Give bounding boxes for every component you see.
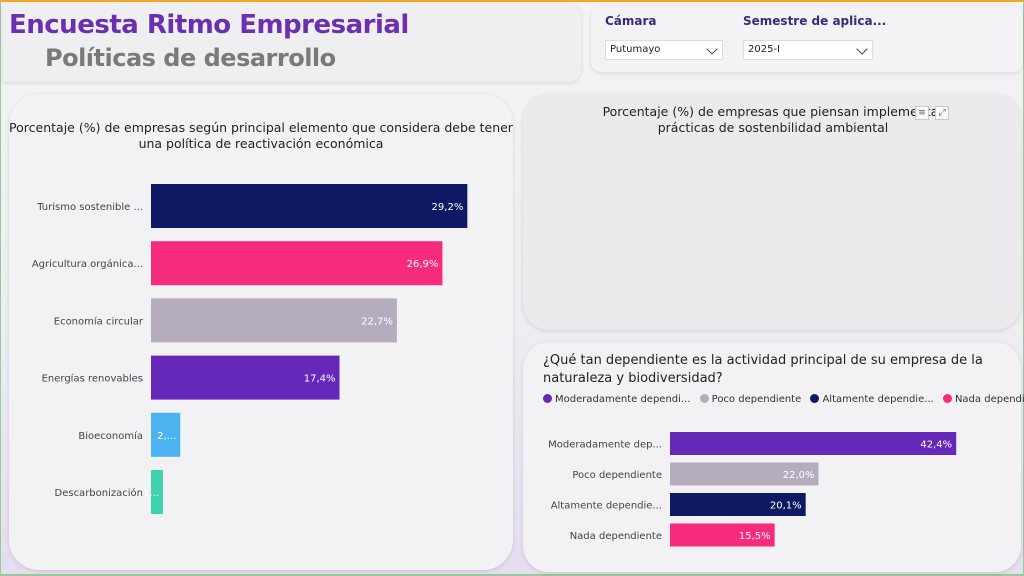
dependency-bar-chart: Moderadamente dep... 42,4% Poco dependient… — [548, 432, 957, 547]
filter-camara-value: Putumayo — [610, 44, 661, 55]
category-label: Moderadamente dep... — [548, 440, 662, 451]
category-label: Poco dependiente — [572, 470, 662, 481]
reactivation-chart-panel: Porcentaje (%) de empresas según princip… — [9, 94, 513, 570]
legend-item[interactable]: Moderadamente dependi... — [543, 394, 690, 405]
category-label: Bioeconomía — [78, 430, 143, 442]
page-subtitle: Políticas de desarrollo — [45, 44, 336, 72]
filter-icon[interactable]: ≡ — [915, 106, 929, 120]
legend-dot — [543, 394, 552, 403]
focus-mode-icon[interactable]: ⤢ — [935, 106, 949, 120]
bar[interactable] — [151, 184, 468, 228]
bar[interactable] — [151, 412, 181, 457]
category-label: Economía circular — [54, 315, 144, 327]
filter-camara-label: Cámara — [605, 14, 657, 28]
page-title: Encuesta Ritmo Empresarial — [9, 10, 409, 40]
bar[interactable] — [151, 470, 163, 514]
data-label: 15,5% — [739, 531, 771, 542]
dependency-legend: Moderadamente dependi... Poco dependient… — [543, 394, 1024, 405]
category-label: Descarbonización — [55, 487, 144, 499]
bar[interactable] — [670, 432, 957, 455]
bar[interactable] — [670, 462, 819, 486]
legend-item[interactable]: Altamente dependie... — [810, 394, 934, 405]
legend-item[interactable]: Poco dependiente — [699, 394, 802, 405]
data-label: 20,1% — [770, 501, 802, 512]
legend-dot — [942, 394, 952, 403]
legend-label: Poco dependiente — [711, 394, 802, 405]
legend-dot — [699, 394, 709, 403]
category-label: Nada dependiente — [570, 531, 662, 542]
filter-semestre-label: Semestre de aplica... — [743, 14, 887, 28]
data-label: 26,9% — [407, 259, 439, 270]
category-label: Agricultura orgánica... — [32, 258, 143, 270]
reactivation-chart-title: Porcentaje (%) de empresas según princip… — [9, 120, 513, 151]
data-label: 29,2% — [432, 202, 464, 213]
filter-semestre: Semestre de aplica... 2025-I — [743, 14, 887, 60]
sustainability-chart-title: Porcentaje (%) de empresas que piensan i… — [602, 104, 944, 135]
legend-label: Altamente dependie... — [822, 394, 934, 405]
legend-label: Nada dependie... — [954, 394, 1024, 405]
data-label: 1... — [143, 488, 159, 499]
filter-semestre-value: 2025-I — [748, 44, 781, 55]
header-panel: Encuesta Ritmo Empresarial Políticas de … — [3, 4, 581, 82]
chevron-down-icon — [856, 43, 868, 55]
reactivation-bar-chart: Turismo sostenible ... 29,2% Agricultura o… — [32, 184, 468, 514]
filter-camara: Cámara Putumayo — [605, 14, 723, 60]
data-label: 22,7% — [361, 316, 393, 327]
bar[interactable] — [151, 355, 340, 400]
legend-dot — [810, 394, 820, 403]
filter-camara-dropdown[interactable]: Putumayo — [605, 40, 723, 60]
filter-semestre-dropdown[interactable]: 2025-I — [743, 40, 873, 60]
data-label: 2,... — [157, 431, 176, 442]
dependency-chart-panel: ¿Qué tan dependiente es la actividad pri… — [523, 342, 1024, 572]
legend-item[interactable]: Nada dependie... — [942, 394, 1024, 405]
bar[interactable] — [151, 241, 443, 286]
data-label: 42,4% — [920, 440, 952, 451]
data-label: 22,0% — [783, 470, 815, 481]
category-label: Altamente dependie... — [551, 501, 662, 512]
data-label: 17,4% — [304, 374, 336, 385]
filters-panel: Cámara Putumayo Semestre de aplica... 20… — [591, 6, 1023, 72]
sustainability-chart-panel: Porcentaje (%) de empresas que piensan i… — [523, 94, 1021, 330]
category-label: Turismo sostenible ... — [36, 202, 143, 213]
bar[interactable] — [670, 493, 806, 516]
bar[interactable] — [151, 298, 397, 343]
category-label: Energías renovables — [42, 373, 143, 385]
chevron-down-icon — [706, 43, 718, 55]
dependency-chart-title: ¿Qué tan dependiente es la actividad pri… — [543, 353, 983, 386]
legend-label: Moderadamente dependi... — [555, 394, 691, 405]
bar[interactable] — [670, 523, 775, 547]
